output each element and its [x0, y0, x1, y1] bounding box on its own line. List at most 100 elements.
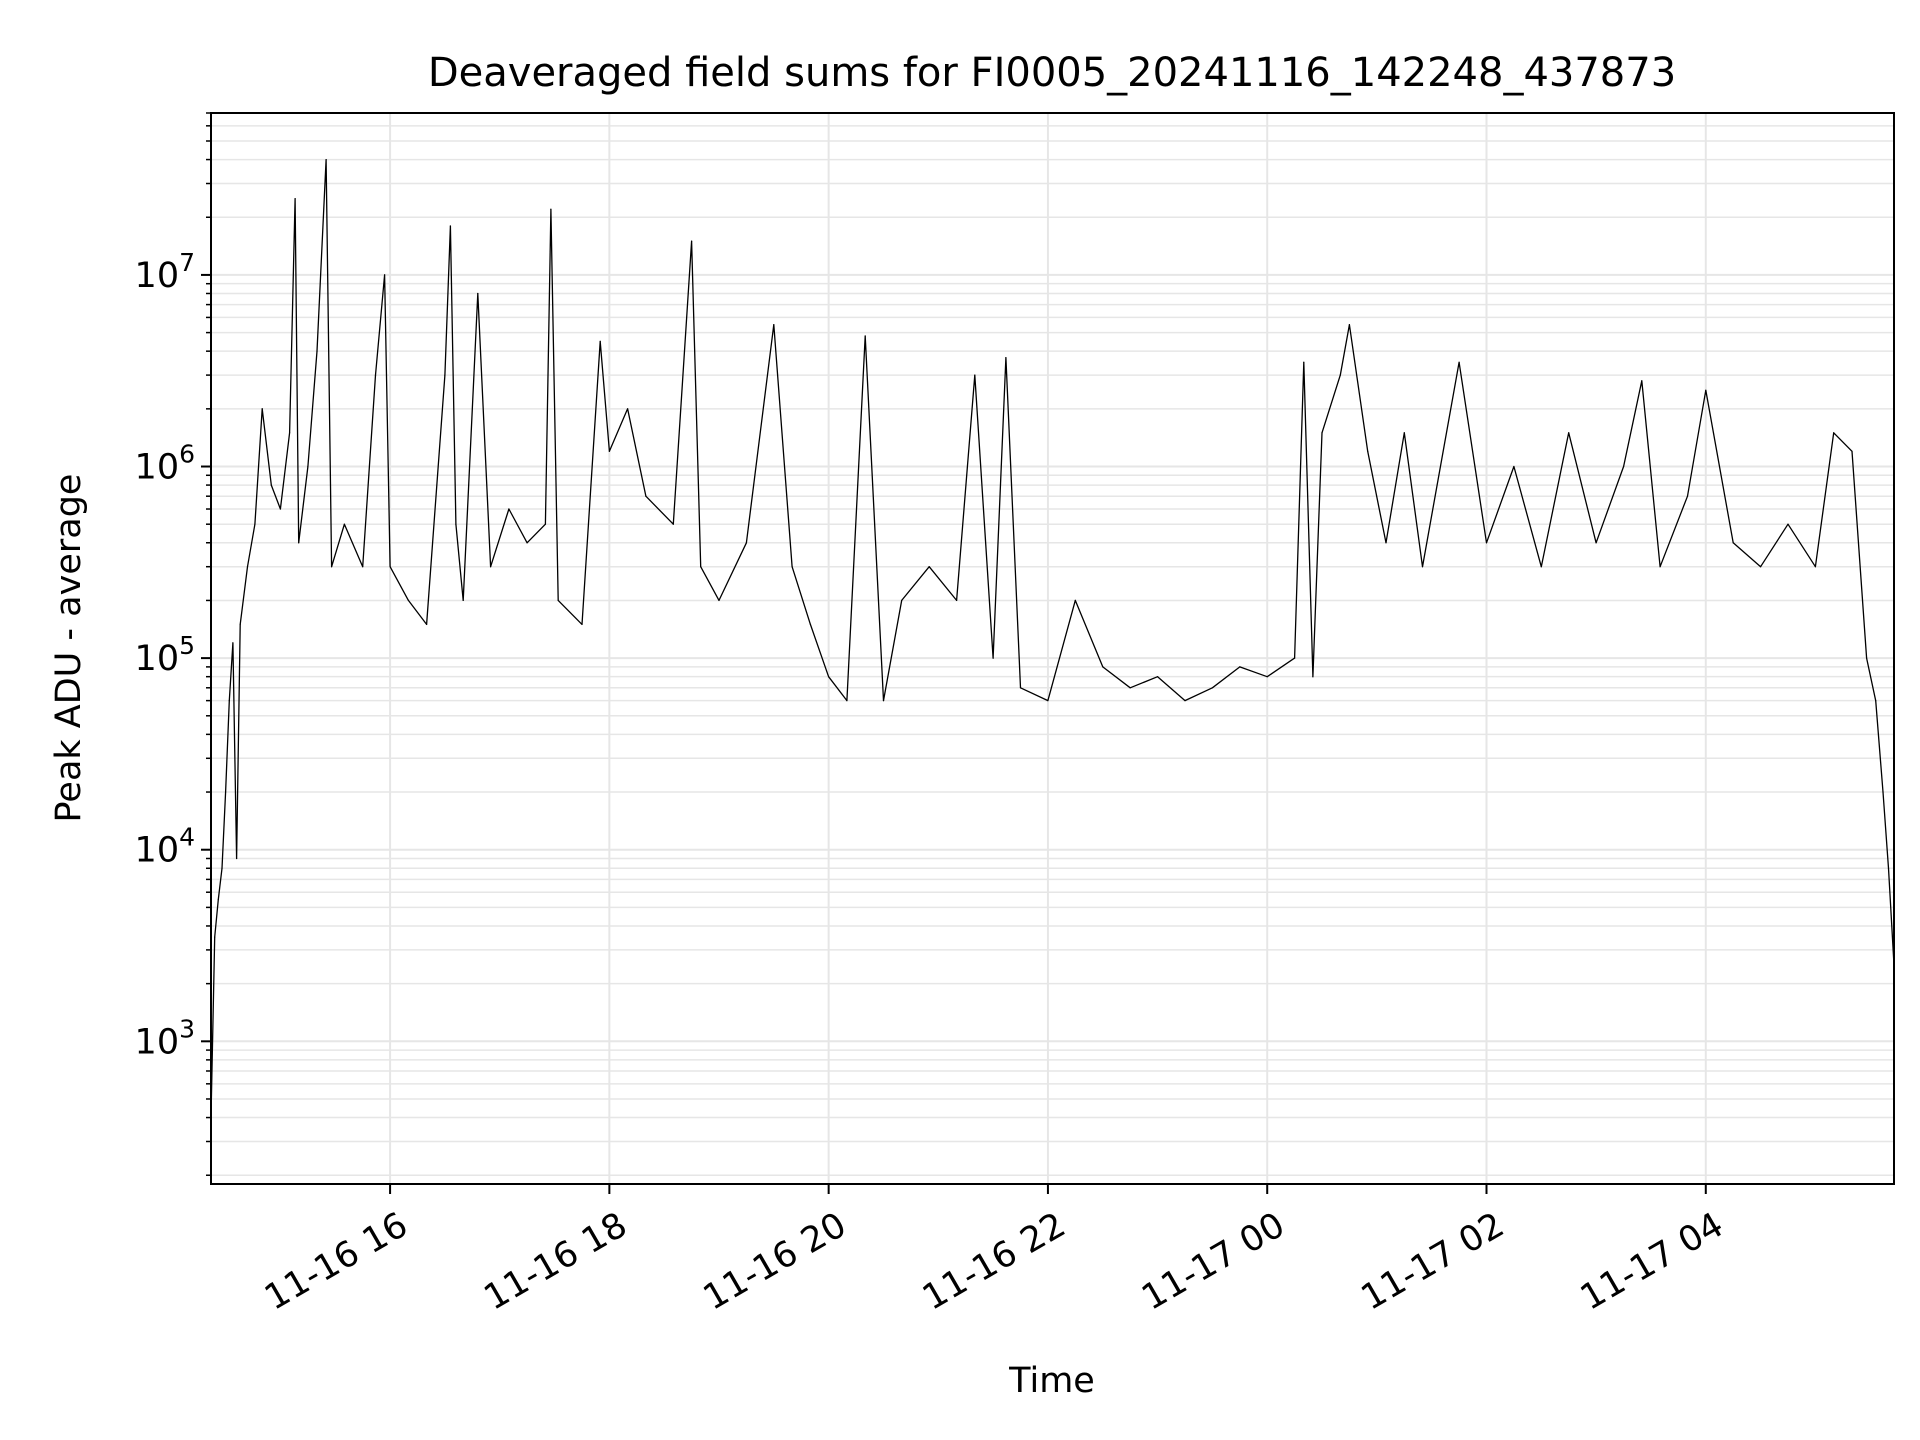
- data-point: [444, 374, 446, 376]
- data-point: [1303, 361, 1305, 363]
- data-point: [239, 623, 241, 626]
- data-point: [1686, 495, 1689, 497]
- data-point: [1047, 700, 1049, 702]
- data-point: [691, 240, 693, 242]
- data-point: [1882, 791, 1884, 793]
- data-point: [544, 523, 547, 525]
- data-point: [1348, 324, 1350, 326]
- data-point: [992, 657, 994, 659]
- data-point: [1866, 657, 1868, 659]
- data-point: [1787, 523, 1789, 525]
- data-point: [384, 274, 386, 276]
- chart-title: Deaveraged field sums for FI0005_2024111…: [428, 50, 1676, 96]
- data-point: [700, 566, 702, 568]
- data-point: [1887, 867, 1890, 869]
- y-tick-label: 107: [135, 248, 195, 296]
- data-point: [928, 566, 930, 568]
- data-point: [407, 599, 409, 602]
- data-point: [389, 566, 391, 568]
- data-point: [1623, 465, 1625, 468]
- data-point: [1659, 566, 1661, 568]
- data-point: [1641, 380, 1643, 382]
- series-line: [210, 158, 1895, 1118]
- y-tick-label: 104: [135, 823, 195, 871]
- data-point: [298, 542, 300, 544]
- data-point: [1851, 450, 1853, 452]
- data-point: [362, 566, 364, 568]
- data-point: [261, 408, 263, 410]
- data-point: [343, 523, 345, 525]
- data-point: [331, 566, 333, 568]
- data-point: [1568, 432, 1570, 434]
- data-point: [828, 676, 830, 678]
- data-point: [745, 542, 748, 544]
- data-point: [449, 225, 451, 227]
- data-point: [225, 791, 227, 793]
- data-point: [374, 374, 377, 376]
- data-point: [1403, 432, 1405, 434]
- grid: [211, 112, 1894, 1184]
- data-point: [217, 898, 219, 901]
- y-tick-label: 106: [135, 440, 195, 488]
- data-point: [307, 465, 309, 468]
- data-point: [316, 350, 318, 352]
- data-point: [1833, 432, 1835, 434]
- data-point: [718, 599, 720, 602]
- data-point: [279, 508, 281, 510]
- data-point: [882, 700, 885, 702]
- data-point: [1513, 465, 1515, 468]
- data-point: [1102, 666, 1104, 668]
- data-point: [462, 599, 464, 602]
- data-point: [236, 857, 238, 860]
- data-point: [791, 566, 793, 568]
- data-point: [773, 324, 775, 326]
- data-point: [221, 867, 223, 869]
- data-point: [1266, 676, 1268, 678]
- data-point: [1367, 450, 1369, 452]
- data-point: [1875, 700, 1877, 702]
- data-point: [1421, 566, 1424, 568]
- data-point: [1339, 374, 1341, 376]
- data-point: [1312, 676, 1314, 678]
- data-point: [1321, 432, 1323, 434]
- data-point: [1184, 700, 1186, 702]
- y-tick-label: 105: [135, 631, 195, 679]
- data-point: [1019, 687, 1022, 689]
- data-point: [1732, 542, 1734, 544]
- data-point: [846, 700, 848, 702]
- data-point: [557, 599, 559, 602]
- data-point: [901, 599, 903, 602]
- data-point: [426, 623, 428, 626]
- data-point: [1129, 687, 1131, 689]
- data-point: [455, 523, 457, 525]
- plot-area-frame: [210, 112, 1895, 1185]
- data-point: [325, 159, 327, 161]
- data-point: [608, 450, 611, 452]
- series-layer: [210, 158, 1895, 1119]
- data-point: [490, 566, 492, 568]
- y-tick-label: 103: [135, 1014, 195, 1062]
- data-point: [1705, 389, 1707, 391]
- data-point: [526, 542, 528, 544]
- data-point: [214, 936, 216, 938]
- data-point: [1540, 566, 1542, 568]
- data-point: [1814, 566, 1816, 568]
- data-point: [508, 508, 510, 510]
- data-point: [672, 523, 674, 525]
- data-point: [809, 623, 812, 626]
- data-point: [627, 408, 629, 410]
- data-point: [1005, 357, 1007, 359]
- data-point: [232, 642, 234, 644]
- data-point: [1485, 542, 1488, 544]
- data-point: [550, 208, 552, 210]
- data-point: [581, 623, 583, 626]
- data-point: [228, 700, 230, 702]
- y-axis-ticks: 103 104 105 106 107: [135, 112, 211, 1176]
- data-point: [246, 566, 249, 568]
- data-point: [974, 374, 976, 376]
- data-point: [1760, 566, 1762, 568]
- data-point: [477, 292, 479, 295]
- data-point: [1294, 657, 1296, 659]
